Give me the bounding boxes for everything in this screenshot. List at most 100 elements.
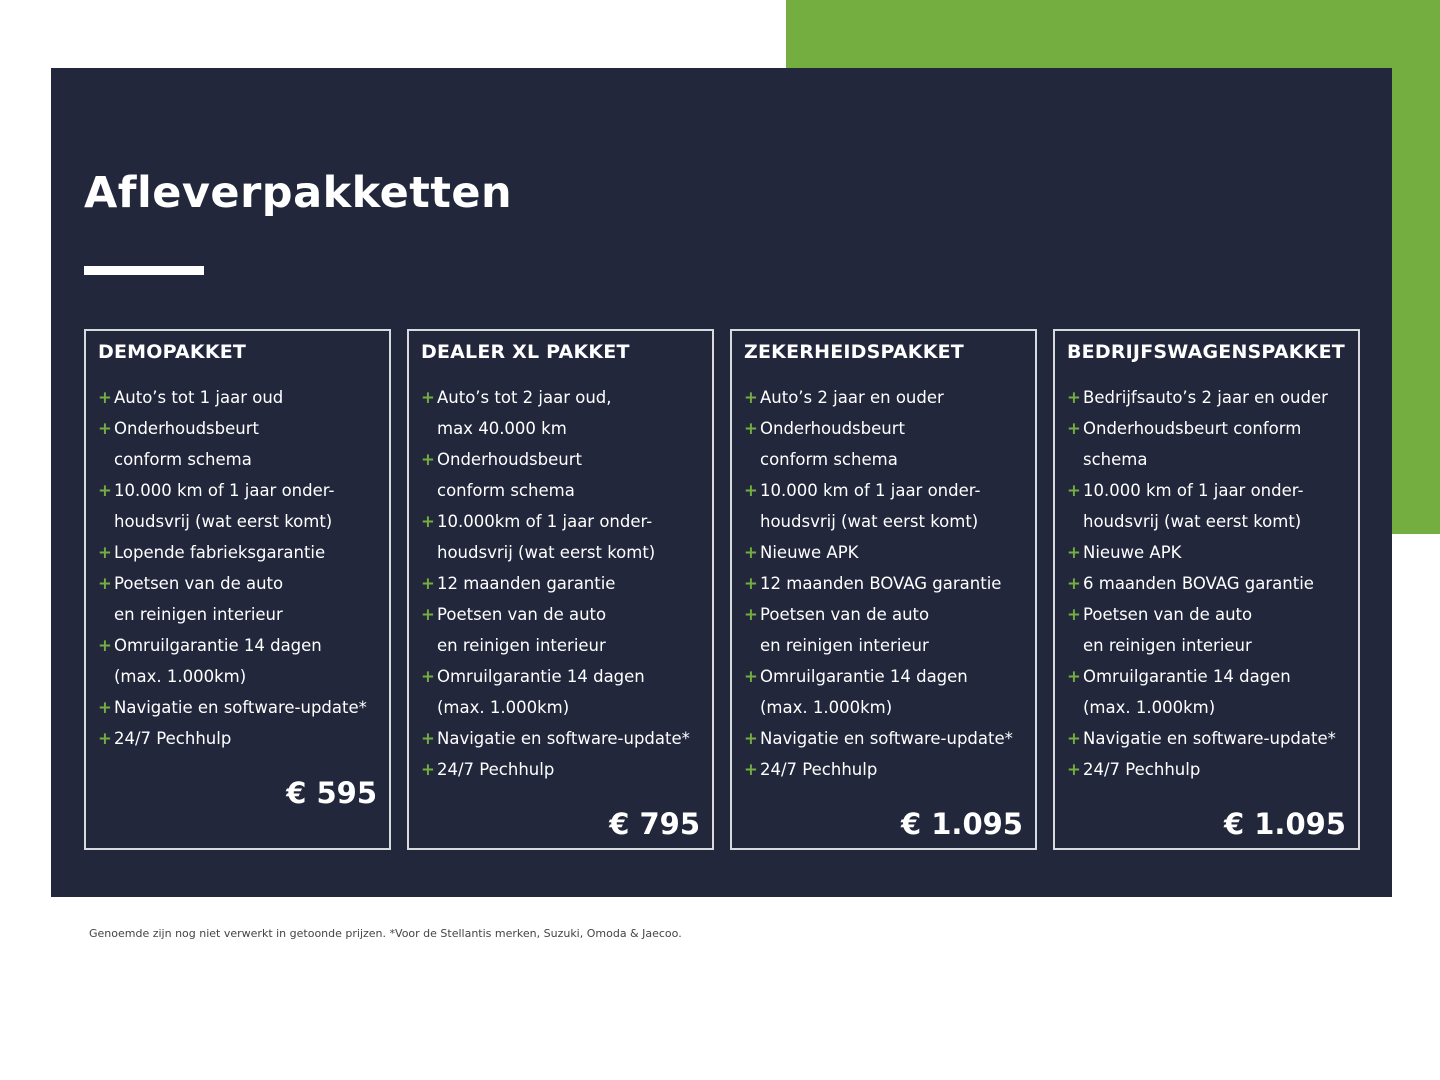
feature-item: +10.000 km of 1 jaar onder- houdsvrij (w…: [1067, 475, 1352, 537]
plus-icon: +: [744, 667, 758, 686]
feature-text: Navigatie en software-update*: [114, 698, 367, 717]
plus-icon: +: [1067, 388, 1081, 407]
package-name: DEMOPAKKET: [98, 341, 247, 363]
feature-item: + Omruilgarantie 14 dagen (max. 1.000km): [744, 661, 1029, 723]
package-price: € 595: [286, 776, 377, 810]
plus-icon: +: [421, 450, 435, 469]
plus-icon: +: [421, 574, 435, 593]
feature-text: 12 maanden garantie: [437, 574, 616, 593]
plus-icon: +: [421, 605, 435, 624]
feature-item: + Poetsen van de auto en reinigen interie…: [1067, 599, 1352, 661]
feature-item: + Auto’s 2 jaar en ouder: [744, 382, 1029, 413]
title-underline: [84, 266, 204, 275]
plus-icon: +: [98, 636, 112, 655]
feature-item: + Omruilgarantie 14 dagen (max. 1.000km): [98, 630, 383, 692]
plus-icon: +: [421, 760, 435, 779]
feature-text: 12 maanden BOVAG garantie: [760, 574, 1002, 593]
plus-icon: +: [744, 543, 758, 562]
package-name: BEDRIJFSWAGENSPAKKET: [1067, 341, 1345, 363]
feature-text: Onderhoudsbeurt conform schema: [1083, 419, 1302, 469]
feature-item: + Poetsen van de auto en reinigen interie…: [421, 599, 706, 661]
package-price: € 795: [609, 807, 700, 841]
plus-icon: +: [1067, 667, 1081, 686]
plus-icon: +: [1067, 605, 1081, 624]
plus-icon: +: [1067, 760, 1081, 779]
plus-icon: +: [744, 729, 758, 748]
feature-text: Navigatie en software-update*: [437, 729, 690, 748]
feature-item: +10.000 km of 1 jaar onder- houdsvrij (w…: [98, 475, 383, 537]
feature-item: +10.000km of 1 jaar onder- houdsvrij (wa…: [421, 506, 706, 568]
package-card: BEDRIJFSWAGENSPAKKET + Bedrijfsauto’s 2 ja…: [1053, 329, 1360, 850]
plus-icon: +: [744, 574, 758, 593]
feature-text: Onderhoudsbeurt conform schema: [114, 419, 259, 469]
feature-text: Auto’s tot 2 jaar oud, max 40.000 km: [437, 388, 612, 438]
feature-list: + Auto’s 2 jaar en ouder + Onderhoudsbeurt …: [744, 382, 1029, 785]
plus-icon: +: [1067, 419, 1081, 438]
plus-icon: +: [744, 760, 758, 779]
feature-item: + Lopende fabrieksgarantie: [98, 537, 383, 568]
feature-item: + Onderhoudsbeurt conform schema: [98, 413, 383, 475]
feature-text: Bedrijfsauto’s 2 jaar en ouder: [1083, 388, 1328, 407]
plus-icon: +: [98, 481, 112, 500]
feature-item: + Navigatie en software-update*: [1067, 723, 1352, 754]
plus-icon: +: [1067, 729, 1081, 748]
feature-item: + Omruilgarantie 14 dagen (max. 1.000km): [421, 661, 706, 723]
plus-icon: +: [98, 543, 112, 562]
feature-text: 10.000 km of 1 jaar onder- houdsvrij (wa…: [760, 481, 981, 531]
feature-item: + Poetsen van de auto en reinigen interie…: [744, 599, 1029, 661]
feature-text: Omruilgarantie 14 dagen (max. 1.000km): [437, 667, 645, 717]
feature-item: + Onderhoudsbeurt conform schema: [1067, 413, 1352, 475]
feature-item: + Onderhoudsbeurt conform schema: [421, 444, 706, 506]
feature-text: Poetsen van de auto en reinigen interieu…: [114, 574, 284, 624]
feature-text: 10.000km of 1 jaar onder- houdsvrij (wat…: [437, 512, 656, 562]
plus-icon: +: [98, 729, 112, 748]
package-name: ZEKERHEIDSPAKKET: [744, 341, 964, 363]
feature-item: + Navigatie en software-update*: [98, 692, 383, 723]
feature-text: Poetsen van de auto en reinigen interieu…: [1083, 605, 1253, 655]
package-name: DEALER XL PAKKET: [421, 341, 630, 363]
plus-icon: +: [421, 512, 435, 531]
feature-item: + Poetsen van de auto en reinigen interie…: [98, 568, 383, 630]
plus-icon: +: [98, 388, 112, 407]
plus-icon: +: [744, 481, 758, 500]
feature-list: + Auto’s tot 2 jaar oud, max 40.000 km + On…: [421, 382, 706, 785]
plus-icon: +: [744, 388, 758, 407]
feature-item: + Onderhoudsbeurt conform schema: [744, 413, 1029, 475]
feature-text: Nieuwe APK: [760, 543, 859, 562]
feature-list: + Bedrijfsauto’s 2 jaar en ouder + Onderhou…: [1067, 382, 1352, 785]
feature-item: + Auto’s tot 2 jaar oud, max 40.000 km: [421, 382, 706, 444]
feature-item: +12 maanden garantie: [421, 568, 706, 599]
feature-text: 24/7 Pechhulp: [437, 760, 555, 779]
feature-item: +24/7 Pechhulp: [1067, 754, 1352, 785]
package-card: ZEKERHEIDSPAKKET + Auto’s 2 jaar en ouder +…: [730, 329, 1037, 850]
feature-text: Lopende fabrieksgarantie: [114, 543, 326, 562]
feature-text: Auto’s 2 jaar en ouder: [760, 388, 944, 407]
feature-text: Nieuwe APK: [1083, 543, 1182, 562]
packages-panel: Afleverpakketten DEMOPAKKET + Auto’s tot 1…: [51, 68, 1392, 897]
feature-item: +6 maanden BOVAG garantie: [1067, 568, 1352, 599]
feature-text: Onderhoudsbeurt conform schema: [760, 419, 905, 469]
plus-icon: +: [421, 388, 435, 407]
feature-text: 10.000 km of 1 jaar onder- houdsvrij (wa…: [114, 481, 335, 531]
feature-text: Omruilgarantie 14 dagen (max. 1.000km): [760, 667, 968, 717]
plus-icon: +: [98, 419, 112, 438]
feature-text: Auto’s tot 1 jaar oud: [114, 388, 284, 407]
plus-icon: +: [98, 698, 112, 717]
feature-text: 6 maanden BOVAG garantie: [1083, 574, 1314, 593]
package-price: € 1.095: [900, 807, 1023, 841]
feature-item: + Omruilgarantie 14 dagen (max. 1.000km): [1067, 661, 1352, 723]
feature-item: +24/7 Pechhulp: [98, 723, 383, 754]
feature-item: +24/7 Pechhulp: [744, 754, 1029, 785]
feature-text: Navigatie en software-update*: [760, 729, 1013, 748]
plus-icon: +: [421, 729, 435, 748]
page-title: Afleverpakketten: [84, 168, 513, 218]
feature-item: + Navigatie en software-update*: [744, 723, 1029, 754]
feature-text: Poetsen van de auto en reinigen interieu…: [760, 605, 930, 655]
feature-item: +12 maanden BOVAG garantie: [744, 568, 1029, 599]
plus-icon: +: [744, 419, 758, 438]
plus-icon: +: [98, 574, 112, 593]
feature-text: Poetsen van de auto en reinigen interieu…: [437, 605, 607, 655]
plus-icon: +: [421, 667, 435, 686]
feature-item: +10.000 km of 1 jaar onder- houdsvrij (w…: [744, 475, 1029, 537]
feature-item: +24/7 Pechhulp: [421, 754, 706, 785]
